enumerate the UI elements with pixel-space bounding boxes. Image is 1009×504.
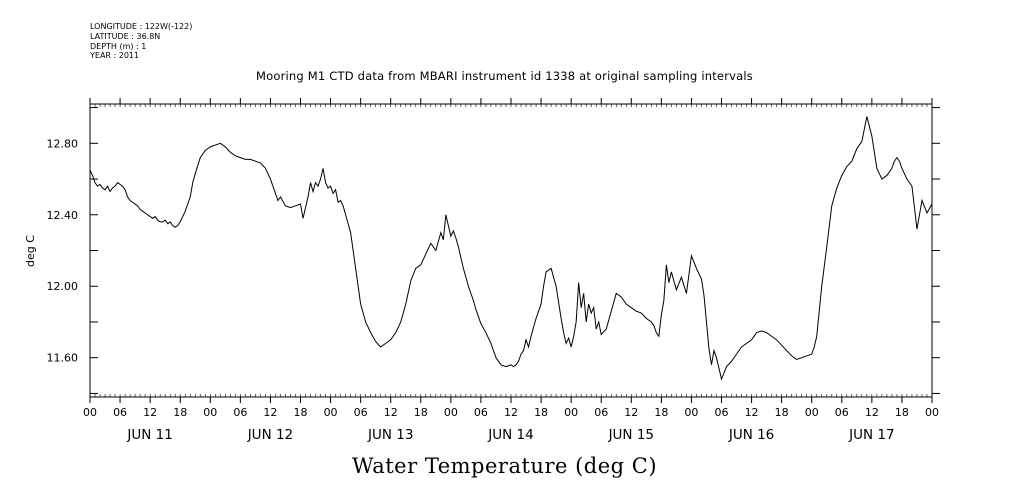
x-tick-label: 06	[354, 406, 368, 419]
x-tick-label: 18	[654, 406, 668, 419]
x-tick-label: 18	[534, 406, 548, 419]
major-ticks	[89, 98, 933, 403]
y-tick-label: 12.40	[47, 209, 79, 222]
y-tick-label: 12.00	[47, 280, 79, 293]
x-tick-label: 06	[474, 406, 488, 419]
x-tick-label: 06	[715, 406, 729, 419]
x-tick-label: 12	[263, 406, 277, 419]
chart-title: Mooring M1 CTD data from MBARI instrumen…	[256, 69, 753, 83]
x-tick-label: 12	[624, 406, 638, 419]
x-tick-label: 12	[143, 406, 157, 419]
day-label: JUN 13	[367, 427, 413, 443]
y-axis-label: deg C	[24, 235, 37, 267]
x-tick-label: 12	[384, 406, 398, 419]
x-tick-label: 06	[594, 406, 608, 419]
plot-frame	[89, 103, 933, 398]
metadata-year: YEAR : 2011	[90, 51, 140, 61]
x-tick-label: 18	[173, 406, 187, 419]
x-tick-label: 06	[113, 406, 127, 419]
x-tick-label: 18	[414, 406, 428, 419]
y-tick-label: 12.80	[47, 137, 79, 150]
metadata-depth: DEPTH (m) : 1	[90, 41, 147, 51]
x-tick-label: 18	[775, 406, 789, 419]
x-tick-label: 00	[203, 406, 217, 419]
x-tick-label: 00	[684, 406, 698, 419]
series-line-water-temperature	[89, 116, 933, 381]
x-tick-label: 00	[324, 406, 338, 419]
y-tick-label: 11.60	[47, 352, 79, 365]
x-tick-label: 00	[805, 406, 819, 419]
x-tick-label: 12	[504, 406, 518, 419]
day-label: JUN 17	[848, 427, 894, 443]
minor-ticks	[89, 104, 933, 397]
metadata-latitude: LATITUDE : 36.8N	[90, 31, 161, 41]
day-label: JUN 14	[487, 427, 533, 443]
metadata-longitude: LONGITUDE : 122W(-122)	[90, 22, 193, 31]
x-tick-label: 00	[564, 406, 578, 419]
x-tick-label: 00	[925, 406, 939, 419]
x-tick-label: 00	[444, 406, 458, 419]
day-label: JUN 16	[728, 427, 774, 443]
day-label: JUN 12	[247, 427, 293, 443]
x-tick-label: 06	[233, 406, 247, 419]
x-tick-label: 18	[294, 406, 308, 419]
x-tick-label: 06	[835, 406, 849, 419]
y-axis: 11.60 12.00 12.40 12.80	[47, 107, 940, 394]
x-tick-label: 12	[745, 406, 759, 419]
bottom-title: Water Temperature (deg C)	[351, 454, 658, 478]
x-tick-label: 18	[895, 406, 909, 419]
x-axis: 00 06 12 18 00 06 12 18 00 06 12 18 00 06 12 18 00 06 12 18…	[83, 406, 939, 419]
day-label: JUN 15	[608, 427, 654, 443]
day-labels: JUN 11 JUN 12 JUN 13 JUN 14 JUN 15 JUN 16 JUN …	[126, 427, 894, 443]
metadata-block: LONGITUDE : 122W(-122) LATITUDE : 36.8N …	[90, 22, 192, 61]
x-tick-label: 00	[83, 406, 97, 419]
day-label: JUN 11	[126, 427, 172, 443]
x-tick-label: 12	[865, 406, 879, 419]
